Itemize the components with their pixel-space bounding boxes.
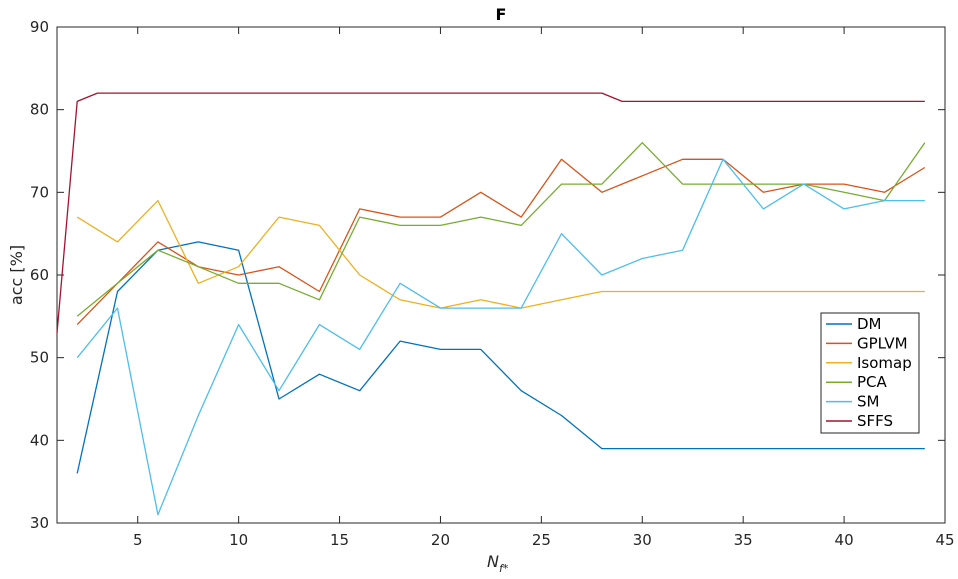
legend-box bbox=[820, 312, 920, 434]
plot-area bbox=[56, 26, 946, 524]
y-tick-label: 90 bbox=[30, 18, 49, 36]
legend-label-gplvm: GPLVM bbox=[857, 334, 908, 352]
x-tick-label: 35 bbox=[734, 531, 753, 549]
y-tick-label: 40 bbox=[30, 431, 49, 449]
legend-label-sffs: SFFS bbox=[857, 412, 893, 430]
x-tick-label: 10 bbox=[229, 531, 248, 549]
series-group bbox=[56, 92, 926, 516]
legend-label-pca: PCA bbox=[857, 373, 888, 391]
legend-label-dm: DM bbox=[857, 315, 882, 333]
series-line-gplvm bbox=[76, 158, 926, 326]
chart-title: F bbox=[496, 5, 507, 24]
series-line-pca bbox=[76, 142, 926, 317]
x-tick-label: 5 bbox=[133, 531, 143, 549]
series-line-sm bbox=[76, 158, 925, 516]
x-tick-label: 40 bbox=[835, 531, 854, 549]
x-tick-label: 30 bbox=[633, 531, 652, 549]
x-tick-label: 45 bbox=[935, 531, 954, 549]
legend-label-isomap: Isomap bbox=[857, 354, 912, 372]
y-tick-label: 60 bbox=[30, 266, 49, 284]
y-tick-label: 50 bbox=[30, 349, 49, 367]
y-tick-label: 30 bbox=[30, 514, 49, 532]
series-line-dm bbox=[76, 241, 925, 474]
x-axis-label-sub: f* bbox=[499, 562, 509, 575]
x-tick-label: 20 bbox=[431, 531, 450, 549]
axes: 5 10 15 20 25 30 35 40 45 30 40 50 60 70 80 90 bbox=[30, 18, 955, 549]
series-line-sffs bbox=[56, 92, 925, 333]
x-tick-label: 15 bbox=[330, 531, 349, 549]
legend-label-sm: SM bbox=[857, 393, 879, 411]
x-axis-label: Nf* bbox=[487, 552, 509, 575]
y-tick-label: 70 bbox=[30, 183, 49, 201]
x-axis-label-main: N bbox=[487, 552, 499, 571]
x-tick-label: 25 bbox=[532, 531, 551, 549]
y-tick-label: 80 bbox=[30, 101, 49, 119]
y-axis-label: acc [%] bbox=[7, 245, 26, 305]
